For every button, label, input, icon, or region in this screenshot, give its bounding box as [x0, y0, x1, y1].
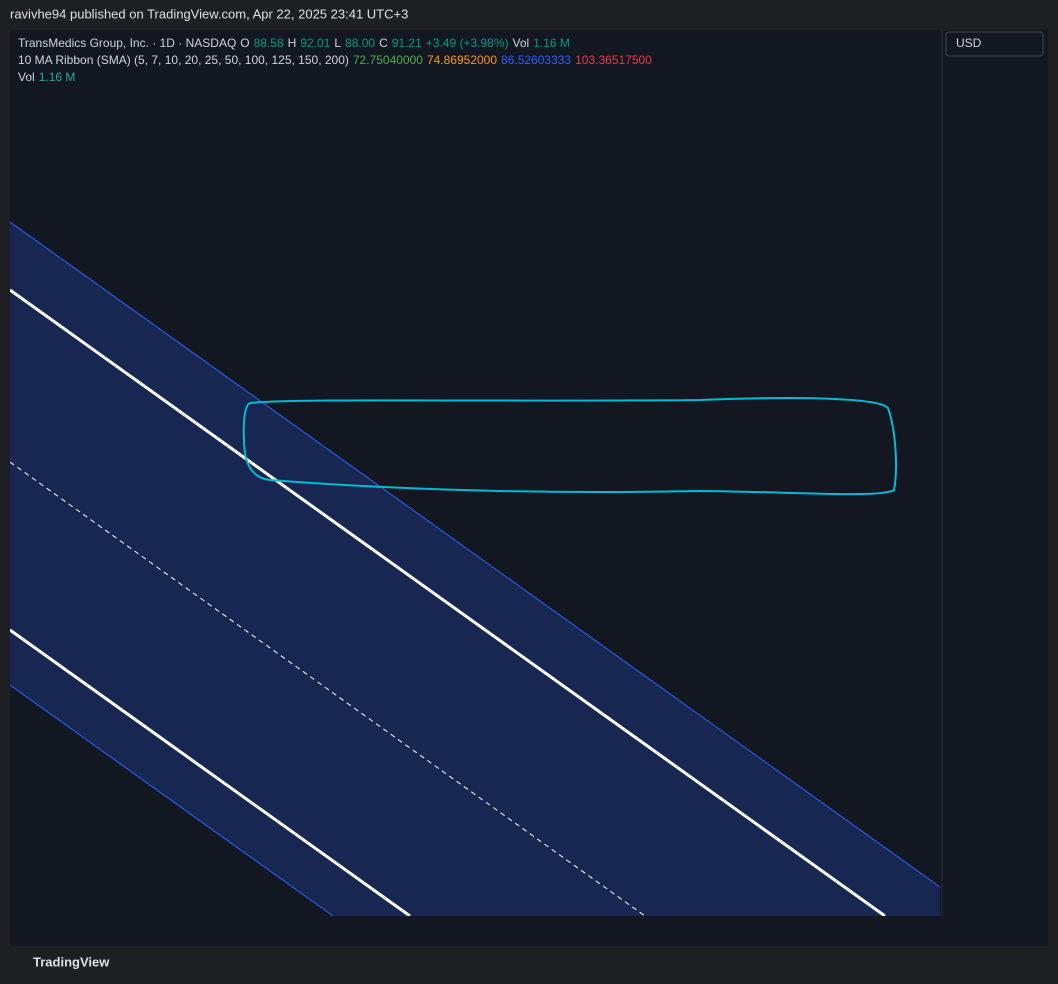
legend-line: TransMedics Group, Inc. · 1D · NASDAQ O 88… — [18, 36, 574, 50]
legend-item: H — [287, 36, 297, 50]
currency-box[interactable] — [945, 31, 1044, 57]
channel-low — [10, 628, 411, 916]
legend-item: 74.86952000 — [426, 53, 498, 67]
legend-item: 92.01 — [300, 36, 331, 50]
currency[interactable]: USD — [956, 36, 982, 50]
legend-item: Vol — [18, 70, 35, 84]
legend-item: 86.52603333 — [501, 53, 572, 67]
legend-item: 88.58 — [253, 36, 284, 50]
publisher: ravivhe94 published on TradingView.com, … — [10, 6, 408, 21]
legend-item: Vol — [512, 36, 530, 50]
channel-fill — [10, 222, 940, 916]
legend-item: 10 MA Ribbon (SMA) (5, 7, 10, 20, 25, 50… — [18, 53, 349, 67]
legend-item: 91.21 — [391, 36, 422, 50]
plot — [10, 221, 941, 916]
channel-dashed — [10, 461, 646, 916]
legend-line: Vol 1.16 M — [18, 70, 79, 84]
legend-item: 88.00 — [345, 36, 376, 50]
drawn-box — [242, 397, 897, 496]
legend-item: O — [240, 36, 250, 50]
legend-item: 103.36517500 — [575, 53, 652, 67]
legend-item: TransMedics Group, Inc. · 1D · NASDAQ — [18, 36, 237, 50]
channel-mid — [10, 288, 886, 916]
legend-line: 10 MA Ribbon (SMA) (5, 7, 10, 20, 25, 50… — [18, 53, 656, 67]
legend-item: +3.49 (+3.98%) — [425, 36, 509, 50]
legend-item: L — [334, 36, 342, 50]
legend-item: 1.16 M — [533, 36, 570, 50]
channel-bottom — [10, 684, 334, 916]
brand: TradingView — [33, 954, 110, 969]
legend-item: C — [379, 36, 388, 50]
legend-item: 72.75040000 — [352, 53, 423, 67]
panel — [10, 30, 1048, 946]
channel-top — [10, 221, 941, 888]
legend-item: 1.16 M — [38, 70, 76, 84]
